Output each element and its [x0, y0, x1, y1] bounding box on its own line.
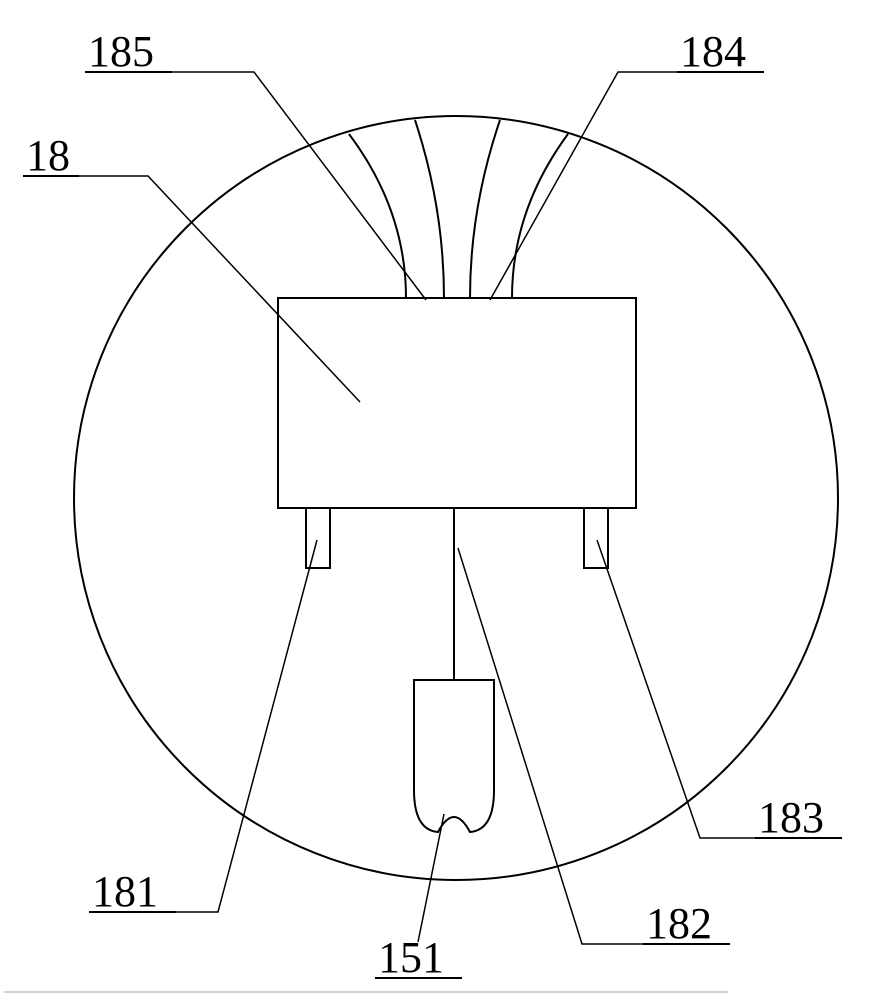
left-leg: [306, 508, 330, 568]
top-arc: [415, 120, 444, 298]
leader-line: [597, 540, 755, 838]
top-arc: [470, 120, 500, 298]
leader-line: [172, 72, 426, 300]
ref-label: 185: [88, 27, 154, 76]
ref-label: 151: [378, 933, 444, 982]
leader-line: [176, 540, 317, 912]
ref-label: 182: [646, 899, 712, 948]
right-leg: [584, 508, 608, 568]
ref-label: 183: [758, 793, 824, 842]
leader-line: [490, 72, 677, 300]
lower-element: [414, 680, 494, 832]
top-arc: [349, 134, 406, 298]
top-arc: [512, 134, 568, 298]
ref-label: 184: [680, 27, 746, 76]
main-box: [278, 298, 636, 508]
technical-diagram: 185 184 18 183 182 181 151: [0, 0, 892, 1000]
ref-label: 181: [92, 867, 158, 916]
ref-label: 18: [26, 131, 70, 180]
